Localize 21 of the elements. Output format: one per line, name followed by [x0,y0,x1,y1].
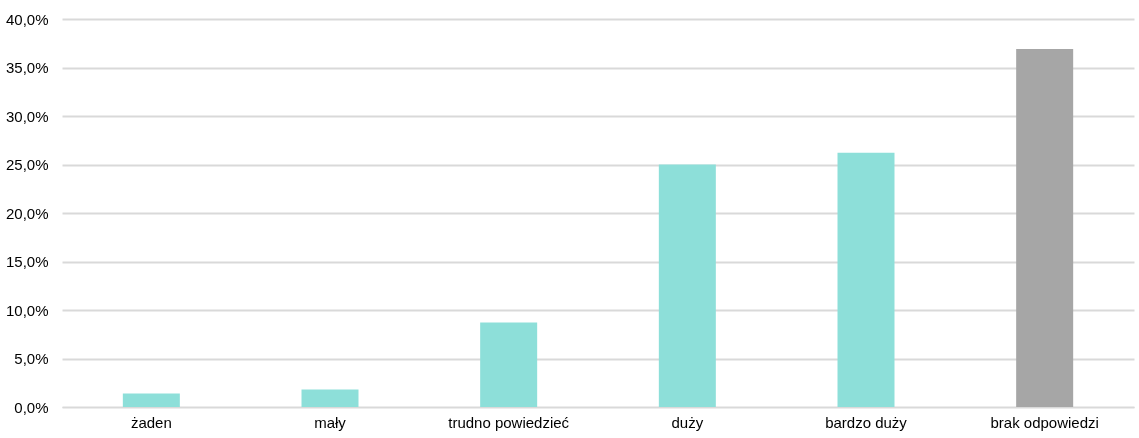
y-tick-label: 15,0% [5,253,49,270]
bar [837,152,895,407]
y-tick-label: 40,0% [5,10,49,28]
x-tick-label: trudno powiedzieć [448,413,570,431]
bar [122,393,180,407]
y-tick-label: 20,0% [5,204,49,222]
x-tick-label: brak odpowiedzi [990,413,1099,431]
bar [658,164,716,407]
bar [1016,49,1074,407]
y-tick-label: 25,0% [5,156,49,173]
bar [301,389,359,407]
y-tick-label: 35,0% [5,59,49,76]
y-tick-label: 0,0% [14,398,49,416]
y-tick-label: 30,0% [5,107,49,125]
x-tick-label: duży [671,413,704,431]
x-tick-label: żaden [130,413,172,431]
x-tick-label: mały [314,413,347,431]
y-tick-label: 5,0% [14,350,49,367]
y-tick-label: 10,0% [5,301,49,319]
x-tick-label: bardzo duży [825,413,908,431]
bar [480,322,538,407]
